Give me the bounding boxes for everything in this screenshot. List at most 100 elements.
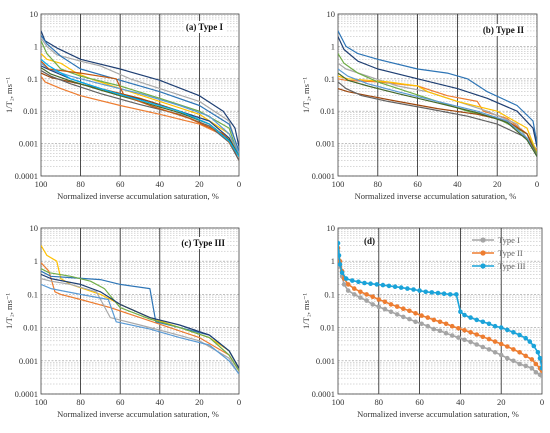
grid	[41, 227, 239, 395]
legend-label: Type II	[498, 248, 523, 258]
series-line-9	[338, 68, 537, 157]
data-point	[437, 328, 443, 334]
data-point	[529, 365, 535, 371]
x-tick-label: 80	[375, 397, 384, 407]
data-point	[413, 311, 418, 316]
data-point	[407, 316, 412, 322]
data-point	[480, 319, 486, 325]
series-group	[41, 245, 239, 375]
series-line-8	[338, 81, 537, 157]
series-line-7	[41, 283, 239, 375]
x-tick-label: 80	[374, 179, 383, 189]
panel-title: (c) Type III	[181, 238, 225, 248]
data-point	[468, 339, 473, 345]
data-point	[398, 285, 404, 290]
data-point	[431, 326, 437, 332]
legend-swatch-marker	[480, 263, 486, 269]
data-point	[523, 353, 528, 359]
y-tick-label: 0.01	[23, 106, 38, 116]
data-point	[437, 319, 443, 325]
plot-frame	[40, 227, 240, 395]
data-point	[423, 289, 429, 295]
data-point	[380, 282, 386, 288]
y-tick-label: 0.0001	[312, 171, 335, 181]
y-tick-label: 0.001	[316, 356, 335, 366]
data-point	[338, 262, 343, 267]
data-point	[505, 327, 510, 333]
series-line-6	[41, 273, 239, 369]
series-line-13	[41, 58, 239, 157]
data-point	[486, 336, 492, 342]
y-tick-label: 1	[331, 256, 335, 266]
series-group	[338, 240, 542, 379]
data-point	[492, 323, 498, 329]
data-point	[480, 344, 486, 350]
data-point	[352, 292, 357, 297]
panel-d: 100 80 60 40 20 0 10 1 0.1 0.01 0.001 0.0001 Normali…	[301, 223, 544, 419]
data-point	[352, 286, 357, 291]
y-tick-label: 10	[30, 9, 39, 19]
data-point	[480, 334, 486, 340]
data-point	[456, 326, 461, 331]
series-line-2	[41, 262, 239, 372]
data-point	[523, 335, 528, 341]
data-point	[350, 278, 355, 283]
data-point	[498, 352, 504, 358]
data-point	[388, 302, 394, 307]
data-point	[527, 339, 533, 344]
data-point	[362, 280, 367, 286]
data-point	[539, 365, 542, 371]
data-point	[531, 343, 537, 349]
series-line-10	[338, 72, 537, 157]
data-point	[454, 292, 459, 297]
data-point	[449, 333, 455, 338]
y-tick-label: 10	[30, 223, 39, 233]
y-tick-label: 0.1	[324, 74, 335, 84]
legend-label: Type III	[498, 261, 526, 271]
series-group	[41, 30, 239, 161]
x-tick-label: 60	[413, 179, 422, 189]
data-point	[429, 290, 435, 295]
panel-title: (a) Type I	[186, 22, 224, 32]
data-point	[382, 306, 388, 312]
x-tick-label: 60	[415, 397, 424, 407]
series-line-12	[41, 60, 239, 157]
y-tick-label: 10	[327, 9, 336, 19]
x-tick-label: 0	[540, 397, 544, 407]
x-tick-label: 100	[35, 179, 48, 189]
series-line-11	[41, 69, 239, 161]
x-axis-label: Normalized inverse accumulation saturati…	[357, 409, 519, 419]
data-point	[394, 312, 400, 317]
x-tick-label: 40	[453, 179, 462, 189]
series-line-1	[41, 245, 239, 369]
legend-swatch-marker	[480, 250, 486, 256]
data-point	[419, 321, 424, 327]
series-line-3	[41, 270, 239, 369]
y-tick-label: 0.1	[27, 74, 38, 84]
x-tick-label: 40	[156, 179, 165, 189]
data-point	[462, 312, 467, 318]
data-point	[435, 290, 441, 296]
y-axis-label: 1/T₂, ms⁻¹	[301, 293, 311, 329]
data-point	[474, 332, 480, 337]
data-point	[338, 253, 342, 258]
series-line-4	[41, 268, 239, 372]
x-tick-label: 40	[456, 397, 465, 407]
data-point	[462, 337, 467, 343]
data-point	[505, 355, 510, 361]
data-point	[407, 308, 412, 314]
series-line-2	[338, 36, 537, 147]
legend-label: Type I	[498, 235, 520, 245]
data-point	[535, 350, 541, 355]
data-point	[341, 282, 347, 287]
panel-title-bg	[183, 21, 226, 33]
data-point	[345, 282, 351, 287]
data-point	[498, 341, 504, 347]
y-tick-label: 0.01	[320, 106, 335, 116]
plot-frame	[337, 227, 543, 395]
data-point	[358, 289, 363, 295]
x-tick-label: 40	[156, 397, 165, 407]
data-point	[345, 288, 351, 293]
